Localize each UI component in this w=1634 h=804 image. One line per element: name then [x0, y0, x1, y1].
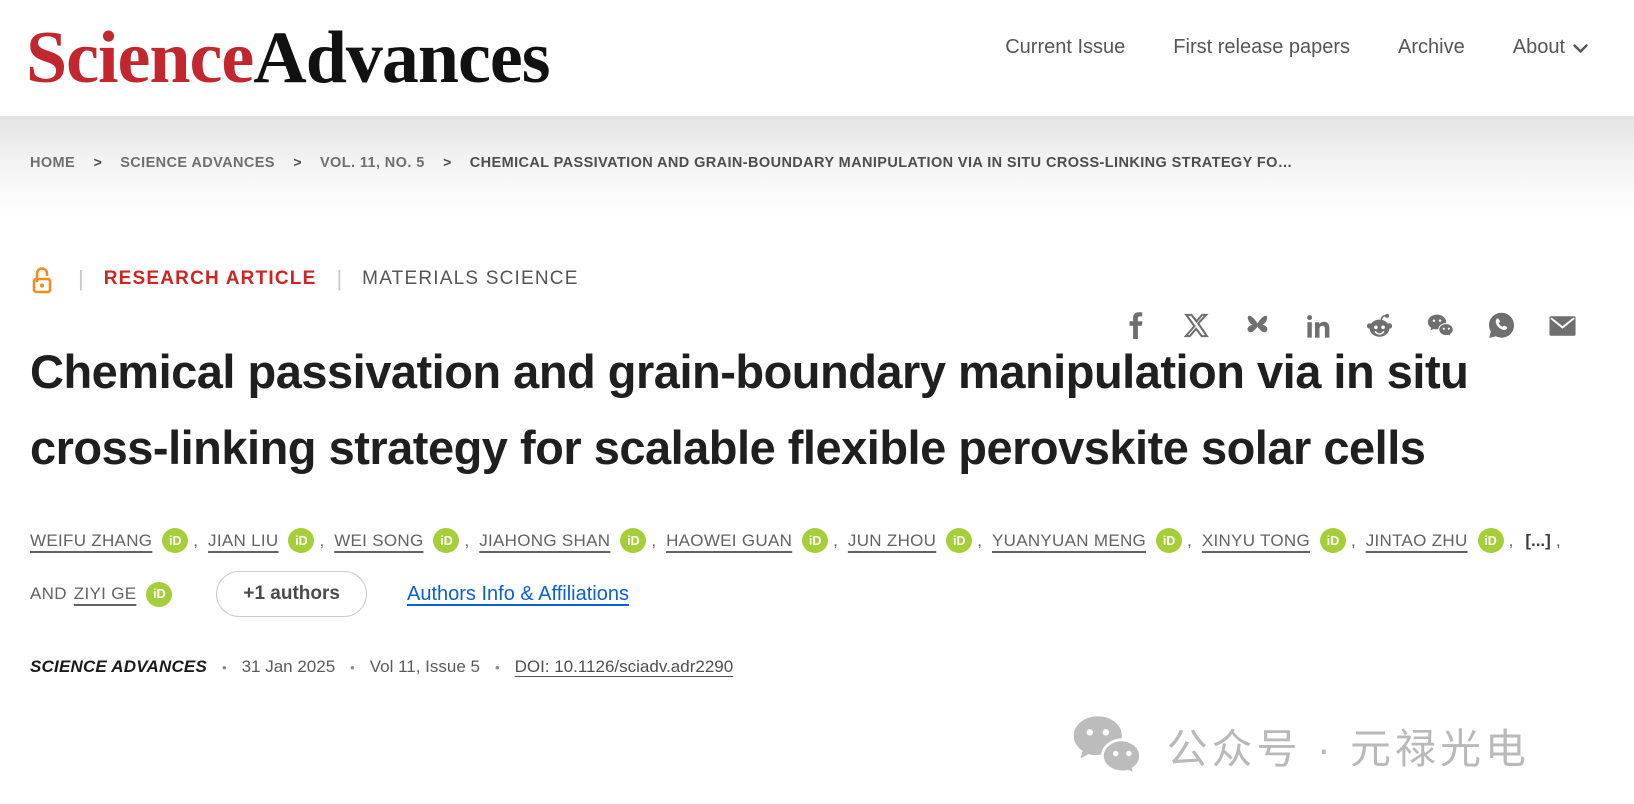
meta-divider: |: [78, 266, 84, 291]
watermark: 公众号 · 元禄光电: [1069, 714, 1530, 776]
doi-link[interactable]: DOI: 10.1126/sciadv.adr2290: [514, 657, 734, 677]
site-header: ScienceAdvances Current Issue First rele…: [0, 0, 1634, 116]
journal-logo[interactable]: ScienceAdvances: [26, 21, 551, 95]
author-entry: JINTAO ZHU iD , [...] ,: [1365, 528, 1571, 554]
author-separator: ,: [1187, 530, 1192, 550]
author-entry: JIAN LIU iD ,: [208, 528, 334, 554]
authors-row-2: AND ZIYI GE iD +1 authors Authors Info &…: [30, 571, 1604, 618]
author-separator: ,: [1555, 530, 1561, 550]
logo-advances-text: Advances: [253, 17, 550, 99]
citation-row: SCIENCE ADVANCES • 31 Jan 2025 • Vol 11,…: [30, 657, 1604, 677]
author-separator: ,: [1350, 530, 1356, 550]
author-link[interactable]: JINTAO ZHU: [1365, 530, 1468, 550]
watermark-text: 公众号 · 元禄光电: [1166, 726, 1530, 772]
article-type-label: RESEARCH ARTICLE: [103, 268, 317, 289]
author-entry: XINYU TONG iD ,: [1201, 528, 1366, 554]
meta-divider: |: [336, 266, 343, 291]
authors-block: WEIFU ZHANG iD , JIAN LIU iD , WEI SONG …: [30, 528, 1604, 618]
reddit-share-icon[interactable]: [1366, 312, 1393, 339]
article-main: | RESEARCH ARTICLE | MATERIALS SCIENCE: [0, 264, 1634, 677]
citation-journal: SCIENCE ADVANCES: [30, 657, 208, 677]
breadcrumb-separator-icon: >: [93, 154, 102, 170]
author-separator: ,: [1508, 530, 1514, 550]
author-link[interactable]: JIAHONG SHAN: [479, 530, 611, 550]
x-share-icon[interactable]: [1183, 312, 1210, 339]
author-link[interactable]: JUN ZHOU: [847, 530, 937, 550]
nav-current-issue[interactable]: Current Issue: [1005, 36, 1125, 59]
breadcrumb-home[interactable]: HOME: [30, 155, 76, 171]
breadcrumb: HOME > SCIENCE ADVANCES > VOL. 11, NO. 5…: [0, 116, 1634, 214]
nav-archive[interactable]: Archive: [1398, 36, 1465, 59]
author-entry: WEIFU ZHANG iD ,: [30, 528, 208, 554]
author-link[interactable]: HAOWEI GUAN: [666, 530, 793, 550]
nav-about[interactable]: About: [1513, 36, 1588, 59]
breadcrumb-science-advances[interactable]: SCIENCE ADVANCES: [120, 155, 275, 171]
nav-current-issue-label: Current Issue: [1005, 36, 1126, 58]
author-link-ziyi-ge[interactable]: ZIYI GE: [73, 584, 137, 604]
article-title: Chemical passivation and grain-boundary …: [30, 345, 1469, 475]
nav-first-release-papers-label: First release papers: [1173, 36, 1351, 58]
citation-separator: •: [222, 659, 227, 675]
chevron-down-icon: [1573, 44, 1588, 53]
orcid-icon[interactable]: iD: [1156, 528, 1183, 554]
citation-issue: Vol 11, Issue 5: [369, 657, 480, 677]
author-separator: ,: [833, 530, 838, 550]
author-link[interactable]: XINYU TONG: [1201, 530, 1310, 550]
main-nav: Current Issue First release papers Archi…: [1005, 36, 1588, 59]
author-separator: ,: [319, 530, 325, 550]
and-label: AND: [30, 584, 67, 604]
more-authors-button[interactable]: +1 authors: [216, 571, 367, 618]
share-bar: [1122, 312, 1576, 339]
author-link[interactable]: YUANYUAN MENG: [991, 530, 1147, 550]
wechat-watermark-icon: [1073, 716, 1142, 776]
orcid-icon[interactable]: iD: [433, 528, 460, 554]
citation-separator: •: [495, 659, 500, 675]
authors-info-link[interactable]: Authors Info & Affiliations: [406, 582, 629, 605]
orcid-icon[interactable]: iD: [1477, 528, 1504, 554]
wechat-share-icon[interactable]: [1427, 312, 1454, 339]
breadcrumb-separator-icon: >: [443, 154, 452, 170]
orcid-icon[interactable]: iD: [288, 528, 315, 554]
author-separator: ,: [464, 530, 470, 550]
bluesky-share-icon[interactable]: [1244, 312, 1271, 339]
logo-science-text: Science: [26, 17, 254, 99]
author-separator: ,: [651, 530, 657, 550]
article-subject-label: MATERIALS SCIENCE: [362, 268, 579, 289]
breadcrumb-separator-icon: >: [293, 154, 302, 170]
facebook-share-icon[interactable]: [1122, 312, 1149, 339]
author-link[interactable]: WEIFU ZHANG: [30, 530, 153, 550]
author-separator: ,: [977, 530, 982, 550]
author-entry: JIAHONG SHAN iD ,: [479, 528, 666, 554]
article-meta-row: | RESEARCH ARTICLE | MATERIALS SCIENCE: [30, 264, 1604, 339]
author-entry: HAOWEI GUAN iD ,: [666, 528, 848, 554]
linkedin-share-icon[interactable]: [1305, 312, 1332, 339]
authors-ellipsis: [...]: [1525, 530, 1551, 550]
author-entry: JUN ZHOU iD ,: [847, 528, 992, 554]
whatsapp-share-icon[interactable]: [1488, 312, 1515, 339]
citation-separator: •: [350, 659, 355, 675]
breadcrumb-current-article: CHEMICAL PASSIVATION AND GRAIN-BOUNDARY …: [469, 155, 1293, 171]
email-share-icon[interactable]: [1549, 312, 1576, 339]
author-link[interactable]: JIAN LIU: [208, 530, 279, 550]
orcid-icon[interactable]: iD: [146, 581, 173, 607]
nav-archive-label: Archive: [1398, 36, 1465, 58]
orcid-icon[interactable]: iD: [802, 528, 829, 554]
citation-date: 31 Jan 2025: [241, 657, 336, 677]
author-entry: YUANYUAN MENG iD ,: [991, 528, 1202, 554]
nav-first-release-papers[interactable]: First release papers: [1173, 36, 1350, 59]
orcid-icon[interactable]: iD: [946, 528, 973, 554]
open-access-icon: [32, 267, 52, 294]
author-link[interactable]: WEI SONG: [334, 530, 424, 550]
authors-row-1: WEIFU ZHANG iD , JIAN LIU iD , WEI SONG …: [30, 528, 1604, 554]
orcid-icon[interactable]: iD: [620, 528, 647, 554]
orcid-icon[interactable]: iD: [162, 528, 189, 554]
author-entry: WEI SONG iD ,: [334, 528, 479, 554]
orcid-icon[interactable]: iD: [1319, 528, 1346, 554]
author-separator: ,: [193, 530, 199, 550]
nav-about-label: About: [1512, 36, 1565, 58]
breadcrumb-volume[interactable]: VOL. 11, NO. 5: [319, 155, 425, 171]
